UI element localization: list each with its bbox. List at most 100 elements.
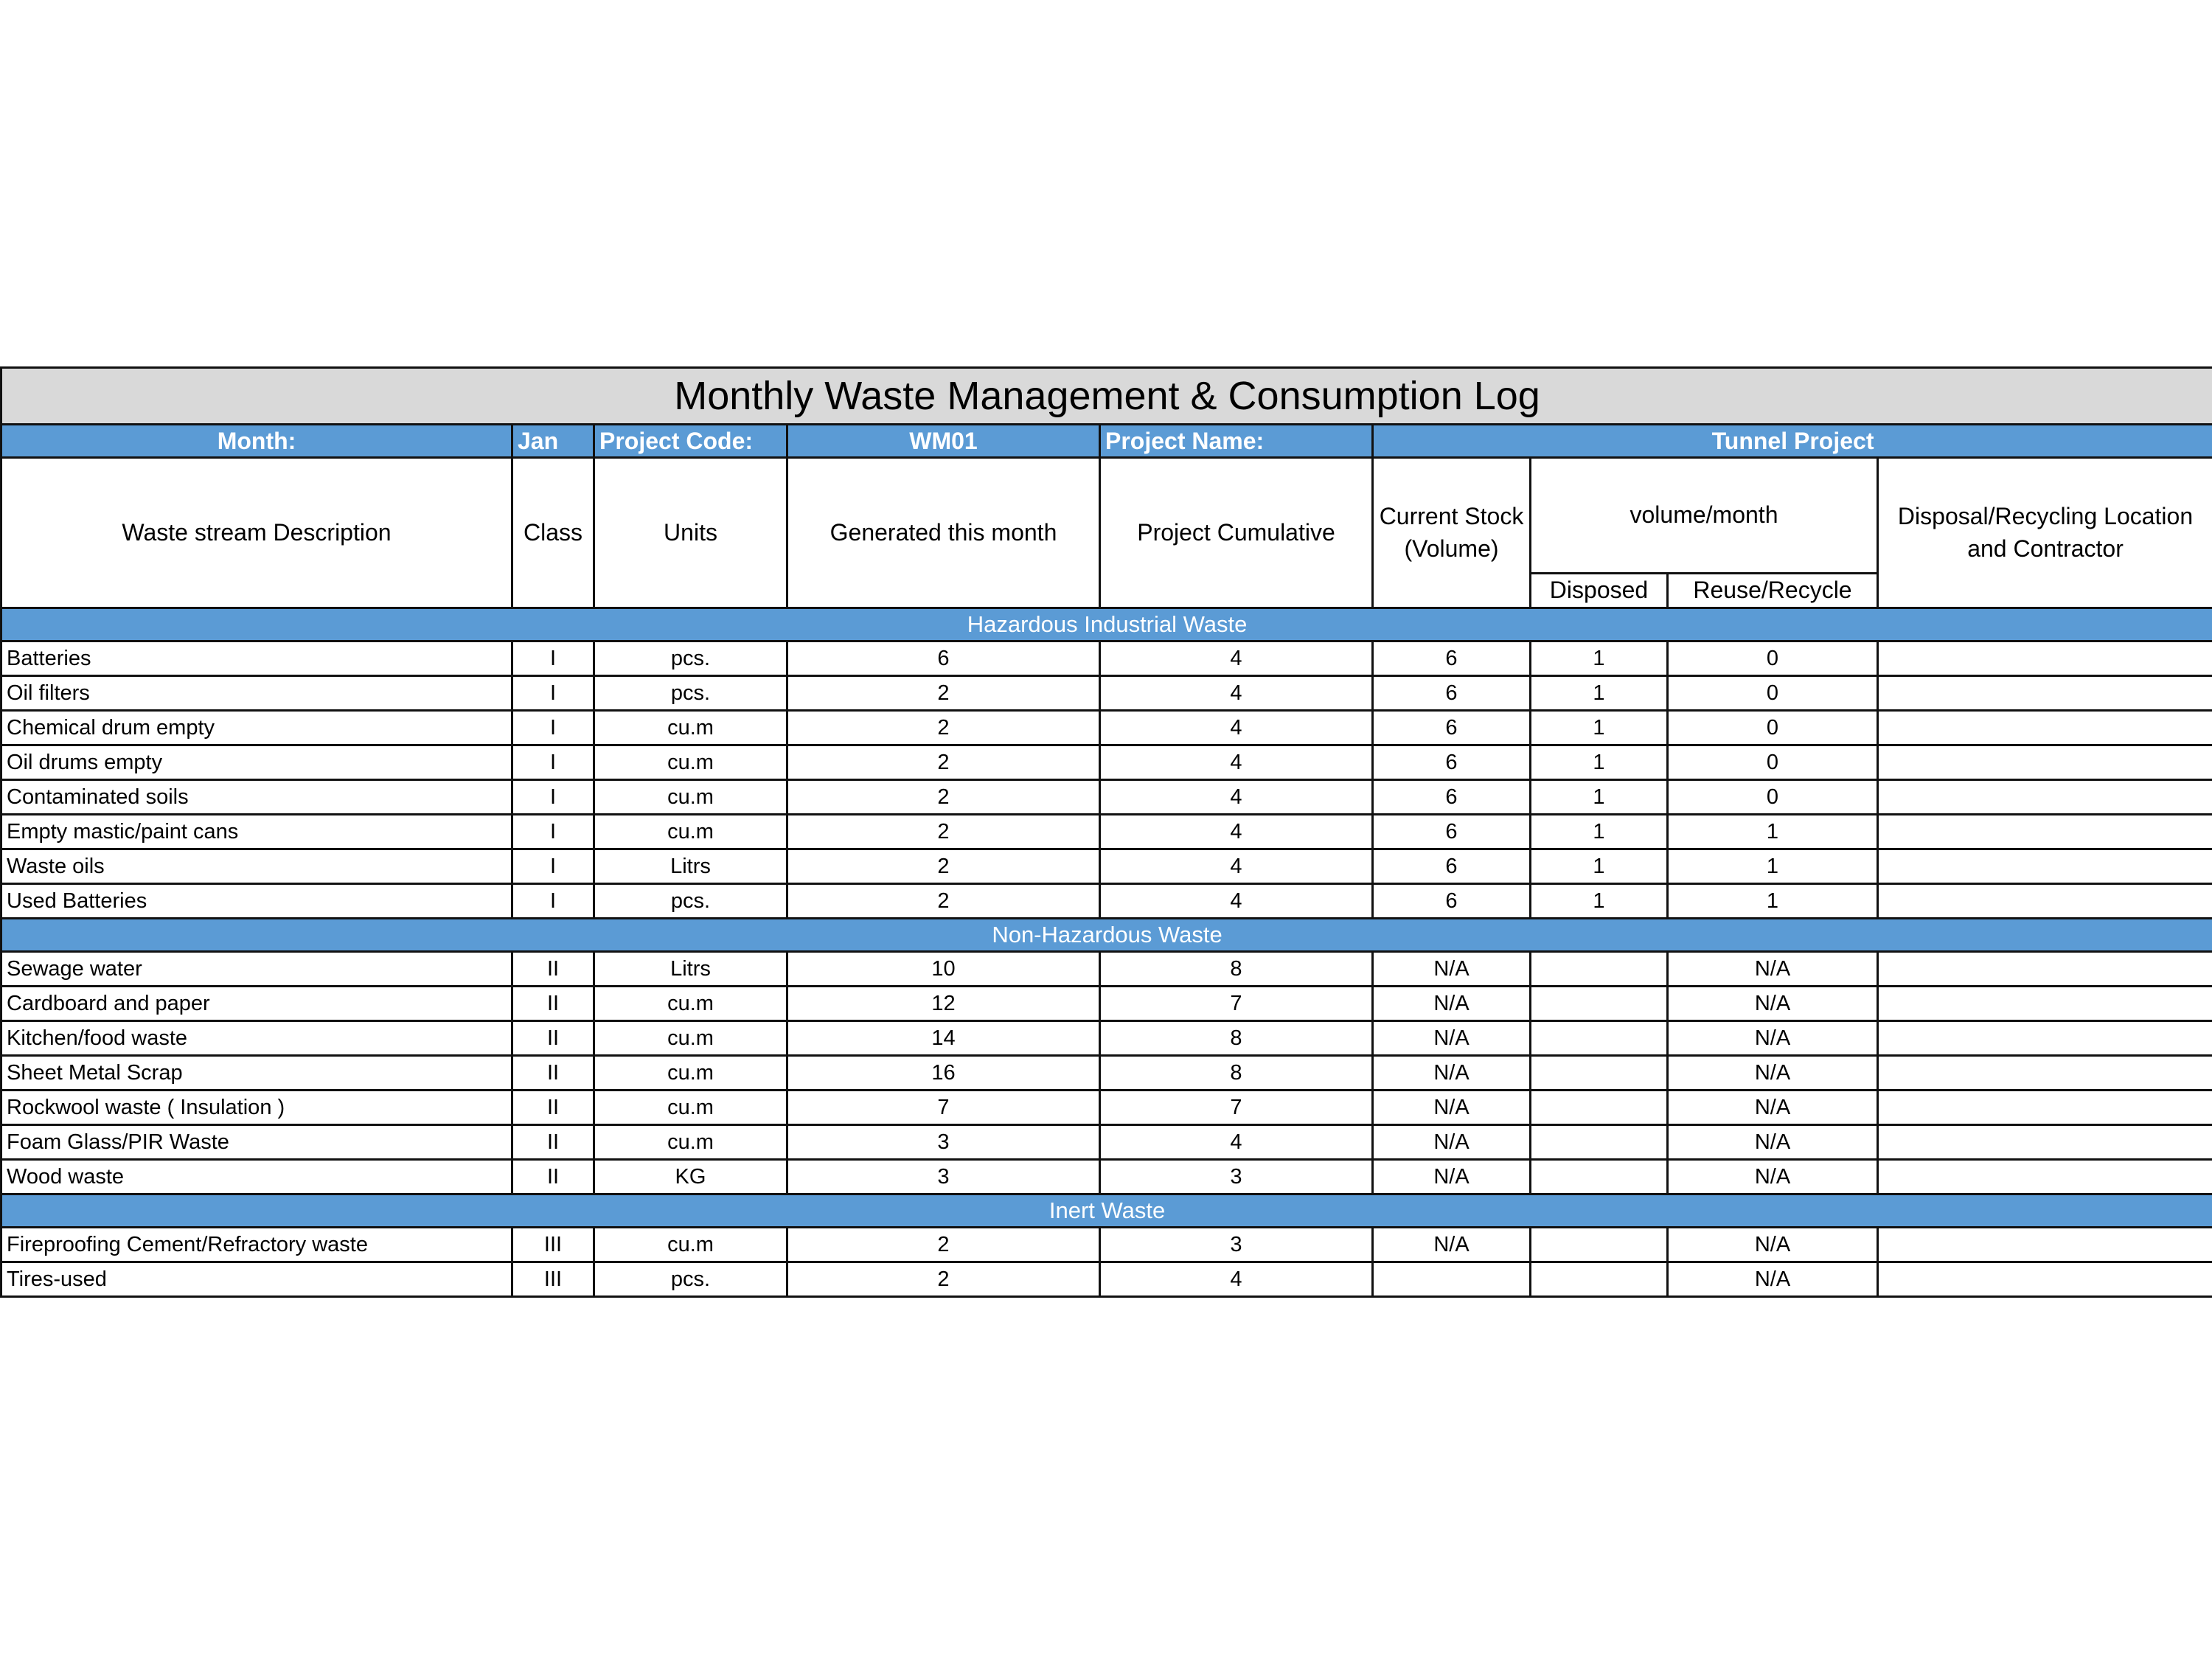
cell: Tires-used [0,1261,513,1298]
cell [1876,675,2212,712]
cell [1876,1124,2212,1161]
cell: 14 [786,1020,1101,1057]
cell: 0 [1666,640,1879,677]
cell: cu.m [593,1226,788,1263]
cell: 2 [786,813,1101,850]
cell: 0 [1666,744,1879,781]
cell: N/A [1371,1020,1531,1057]
cell: 3 [786,1124,1101,1161]
cell: II [511,1054,595,1091]
cell [1876,848,2212,885]
data-row: Foam Glass/PIR Waste II cu.m 3 4 N/A N/A [0,1124,2212,1161]
info-row: Month: Jan Project Code: WM01 Project Na… [0,423,2212,459]
cell: 6 [1371,744,1531,781]
cell: Oil filters [0,675,513,712]
cell: cu.m [593,1124,788,1161]
cell [1876,744,2212,781]
cell: N/A [1371,1124,1531,1161]
cell: 1 [1529,883,1669,919]
cell: Sewage water [0,950,513,987]
cell: I [511,883,595,919]
cell: 16 [786,1054,1101,1091]
cell: 7 [786,1089,1101,1126]
cell: 1 [1529,813,1669,850]
cell: N/A [1371,950,1531,987]
column-header: Disposal/Recycling Location and Contract… [1876,456,2212,609]
cell: KG [593,1158,788,1195]
cell [1529,1158,1669,1195]
cell: N/A [1666,1054,1879,1091]
cell: N/A [1371,1158,1531,1195]
column-header: Disposed [1529,572,1669,609]
cell: N/A [1371,1226,1531,1263]
cell: Wood waste [0,1158,513,1195]
title-row: Monthly Waste Management & Consumption L… [0,366,2212,425]
cell: 1 [1529,640,1669,677]
cell [1529,950,1669,987]
cell: I [511,744,595,781]
cell: pcs. [593,675,788,712]
cell: N/A [1666,1124,1879,1161]
cell [1529,1054,1669,1091]
cell: 0 [1666,779,1879,815]
cell: 1 [1529,709,1669,746]
cell [1371,1261,1531,1298]
cell: 8 [1099,1054,1374,1091]
cell: 7 [1099,985,1374,1022]
cell: pcs. [593,1261,788,1298]
cell [1876,1261,2212,1298]
cell: 6 [1371,813,1531,850]
cell: Chemical drum empty [0,709,513,746]
cell: 3 [1099,1158,1374,1195]
cell: 6 [1371,675,1531,712]
cell: Kitchen/food waste [0,1020,513,1057]
cell: 12 [786,985,1101,1022]
cell: cu.m [593,985,788,1022]
cell [1529,1089,1669,1126]
cell: N/A [1666,985,1879,1022]
cell: Rockwool waste ( Insulation ) [0,1089,513,1126]
cell: 2 [786,744,1101,781]
cell: 4 [1099,883,1374,919]
cell: II [511,950,595,987]
cell: cu.m [593,1054,788,1091]
column-header: Class [511,456,595,609]
cell: II [511,1020,595,1057]
cell [1529,1020,1669,1057]
cell [1876,1020,2212,1057]
cell: 1 [1529,848,1669,885]
cell: 4 [1099,848,1374,885]
cell: pcs. [593,640,788,677]
cell: III [511,1226,595,1263]
project-name: Tunnel Project [1371,423,2212,459]
cell: 6 [1371,848,1531,885]
section-row: Inert Waste [0,1193,2212,1228]
cell: Used Batteries [0,883,513,919]
cell: I [511,848,595,885]
cell: N/A [1371,1089,1531,1126]
cell: N/A [1666,1089,1879,1126]
cell: N/A [1666,1020,1879,1057]
cell [1876,640,2212,677]
cell: 2 [786,675,1101,712]
cell: cu.m [593,1089,788,1126]
cell: Contaminated soils [0,779,513,815]
data-row: Cardboard and paper II cu.m 12 7 N/A N/A [0,985,2212,1022]
cell [1876,1089,2212,1126]
section-title: Non-Hazardous Waste [0,917,2212,953]
cell: 2 [786,1261,1101,1298]
cell: 8 [1099,950,1374,987]
cell: 7 [1099,1089,1374,1126]
cell [1876,985,2212,1022]
month: Jan [511,423,595,459]
cell: 1 [1666,848,1879,885]
cell: 1 [1529,744,1669,781]
column-header: volume/month [1529,456,1879,574]
cell: 6 [1371,883,1531,919]
cell: Litrs [593,950,788,987]
section-row: Hazardous Industrial Waste [0,607,2212,642]
month-label: Month: [0,423,513,459]
